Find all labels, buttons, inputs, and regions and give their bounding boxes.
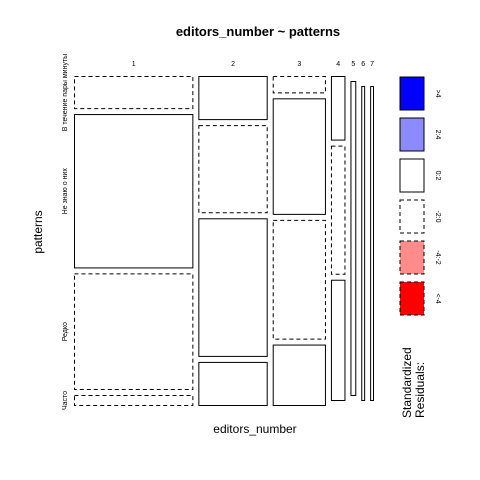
mosaic-cell [198, 125, 268, 214]
mosaic-cell [330, 279, 346, 402]
mosaic-cell [74, 76, 194, 110]
mosaic-cell [74, 114, 194, 269]
y-tick-label: Не знаю о них [62, 168, 69, 215]
x-tick-label: 5 [351, 61, 355, 68]
legend-swatch [399, 158, 425, 193]
x-tick-label: 2 [231, 61, 235, 68]
mosaic-cell [198, 361, 268, 406]
y-axis-label: patterns [31, 210, 45, 253]
legend-swatch [399, 281, 425, 316]
legend-swatch [399, 199, 425, 234]
x-axis-label: editors_number [213, 422, 296, 436]
mosaic-cell [361, 86, 366, 401]
legend-swatch [399, 240, 425, 275]
mosaic-cell [370, 86, 375, 401]
x-tick-label: 1 [132, 61, 136, 68]
legend-swatch [399, 76, 425, 111]
legend-label: >4 [434, 90, 441, 98]
mosaic-cell [330, 145, 346, 275]
y-tick-label: В течение пары минуты [62, 54, 69, 131]
legend-label: -4:-2 [434, 250, 441, 265]
legend-title: StandardizedResiduals: [400, 347, 427, 418]
x-tick-label: 4 [336, 61, 340, 68]
mosaic-cell [272, 344, 326, 407]
legend-label: <-4 [434, 293, 441, 303]
legend-label: 2:4 [434, 130, 441, 140]
y-tick-label: Часто [62, 391, 69, 410]
legend-label: -2:0 [434, 210, 441, 222]
mosaic-cell [74, 273, 194, 390]
mosaic-cell [330, 76, 346, 141]
x-tick-label: 3 [297, 61, 301, 68]
mosaic-cell [198, 76, 268, 121]
mosaic-cell [198, 218, 268, 357]
mosaic-cell [272, 98, 326, 215]
legend-swatch [399, 117, 425, 152]
mosaic-cell [272, 219, 326, 340]
mosaic-cell [350, 81, 357, 396]
y-tick-label: Редко [62, 322, 69, 341]
legend: StandardizedResiduals: >4 2:4 0:2 -2:0 -4:-2… [399, 76, 441, 418]
mosaic-cell [74, 394, 194, 407]
chart-title: editors_number ~ patterns [176, 24, 340, 39]
mosaic-cell [272, 76, 326, 94]
x-tick-label: 6 [361, 61, 365, 68]
legend-label: 0:2 [434, 171, 441, 181]
mosaic-plot-area: 1 2 3 4 5 6 7 В течение пары минуты Не знаю о ни… [62, 54, 374, 410]
x-tick-label: 7 [370, 61, 374, 68]
